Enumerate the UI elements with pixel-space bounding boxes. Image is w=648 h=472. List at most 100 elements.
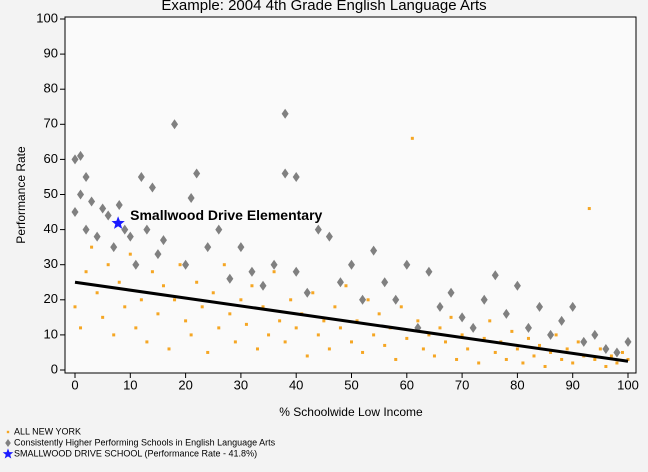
x-tick-label: 40	[289, 377, 303, 392]
diamond	[524, 322, 532, 333]
diamond	[126, 231, 134, 242]
diamond	[314, 224, 322, 235]
point	[117, 280, 121, 284]
x-tick-label: 90	[565, 377, 579, 392]
point	[173, 298, 177, 302]
point	[626, 357, 630, 361]
point	[560, 357, 564, 361]
diamond	[536, 301, 544, 312]
x-tick-label: 50	[344, 377, 358, 392]
point	[84, 270, 88, 274]
diamond	[115, 200, 123, 211]
diamond	[281, 168, 289, 179]
point	[565, 347, 569, 351]
point	[361, 350, 365, 354]
diamond	[71, 154, 79, 165]
point	[515, 347, 519, 351]
diamond	[558, 315, 566, 326]
point	[593, 357, 597, 361]
point	[79, 326, 83, 330]
diamond	[292, 171, 300, 182]
legend-label: Consistently Higher Performing Schools i…	[14, 437, 276, 447]
diamond	[602, 343, 610, 354]
y-tick-label: 50	[44, 186, 58, 201]
point	[493, 350, 497, 354]
diamond	[469, 322, 477, 333]
point	[106, 263, 110, 267]
diamond	[143, 224, 151, 235]
point	[184, 319, 188, 323]
diamond	[82, 171, 90, 182]
point	[449, 315, 453, 319]
point	[521, 361, 525, 365]
point	[255, 347, 259, 351]
point	[482, 336, 486, 340]
x-tick-label: 10	[123, 377, 137, 392]
point	[228, 312, 232, 316]
point	[466, 347, 470, 351]
y-tick-label: 0	[51, 361, 58, 376]
point	[598, 347, 602, 351]
y-tick-label: 70	[44, 116, 58, 131]
diamond	[159, 235, 167, 246]
point	[294, 326, 298, 330]
y-tick-label: 90	[44, 46, 58, 61]
diamond	[348, 259, 355, 270]
point	[488, 319, 492, 323]
diamond	[425, 266, 433, 277]
diamond	[77, 189, 85, 200]
point	[278, 319, 282, 323]
point	[211, 291, 215, 295]
diamond	[580, 336, 588, 347]
point	[549, 350, 553, 354]
y-tick-label: 10	[44, 326, 58, 341]
x-tick-label: 70	[455, 377, 469, 392]
x-tick-label: 20	[178, 377, 192, 392]
point	[455, 357, 459, 361]
diamond	[71, 207, 79, 218]
point	[571, 361, 575, 365]
point	[377, 312, 381, 316]
y-axis-label: Performance Rate	[14, 146, 28, 244]
y-tick-label: 80	[44, 81, 58, 96]
point	[504, 357, 508, 361]
diamond	[392, 294, 400, 305]
diamond	[591, 329, 599, 340]
point	[366, 298, 370, 302]
point	[399, 305, 403, 309]
point	[123, 305, 127, 309]
y-tick-label: 60	[44, 151, 58, 166]
point	[289, 298, 293, 302]
diamond	[93, 231, 101, 242]
diamond	[132, 259, 140, 270]
chart-title: Example: 2004 4th Grade English Language…	[161, 0, 486, 14]
diamond	[77, 150, 85, 161]
diamond	[624, 336, 632, 347]
point	[543, 364, 547, 368]
point	[73, 305, 77, 309]
point	[161, 284, 165, 288]
point	[178, 263, 182, 267]
point	[421, 347, 425, 351]
annotation: Smallwood Drive Elementary	[130, 207, 322, 223]
diamond	[370, 245, 378, 256]
point	[222, 263, 226, 267]
diamond	[88, 196, 96, 207]
point	[576, 340, 580, 344]
point	[460, 333, 464, 337]
point	[526, 336, 530, 340]
diamond	[613, 347, 621, 358]
point	[150, 270, 154, 274]
y-tick-label: 30	[44, 256, 58, 271]
diamond	[121, 224, 129, 235]
point	[510, 329, 514, 333]
diamond	[110, 242, 118, 253]
point	[95, 291, 99, 295]
diamond	[303, 287, 311, 298]
diamond	[187, 193, 195, 204]
point	[438, 326, 442, 330]
trend-line	[74, 280, 629, 363]
point	[244, 322, 248, 326]
point	[283, 340, 287, 344]
